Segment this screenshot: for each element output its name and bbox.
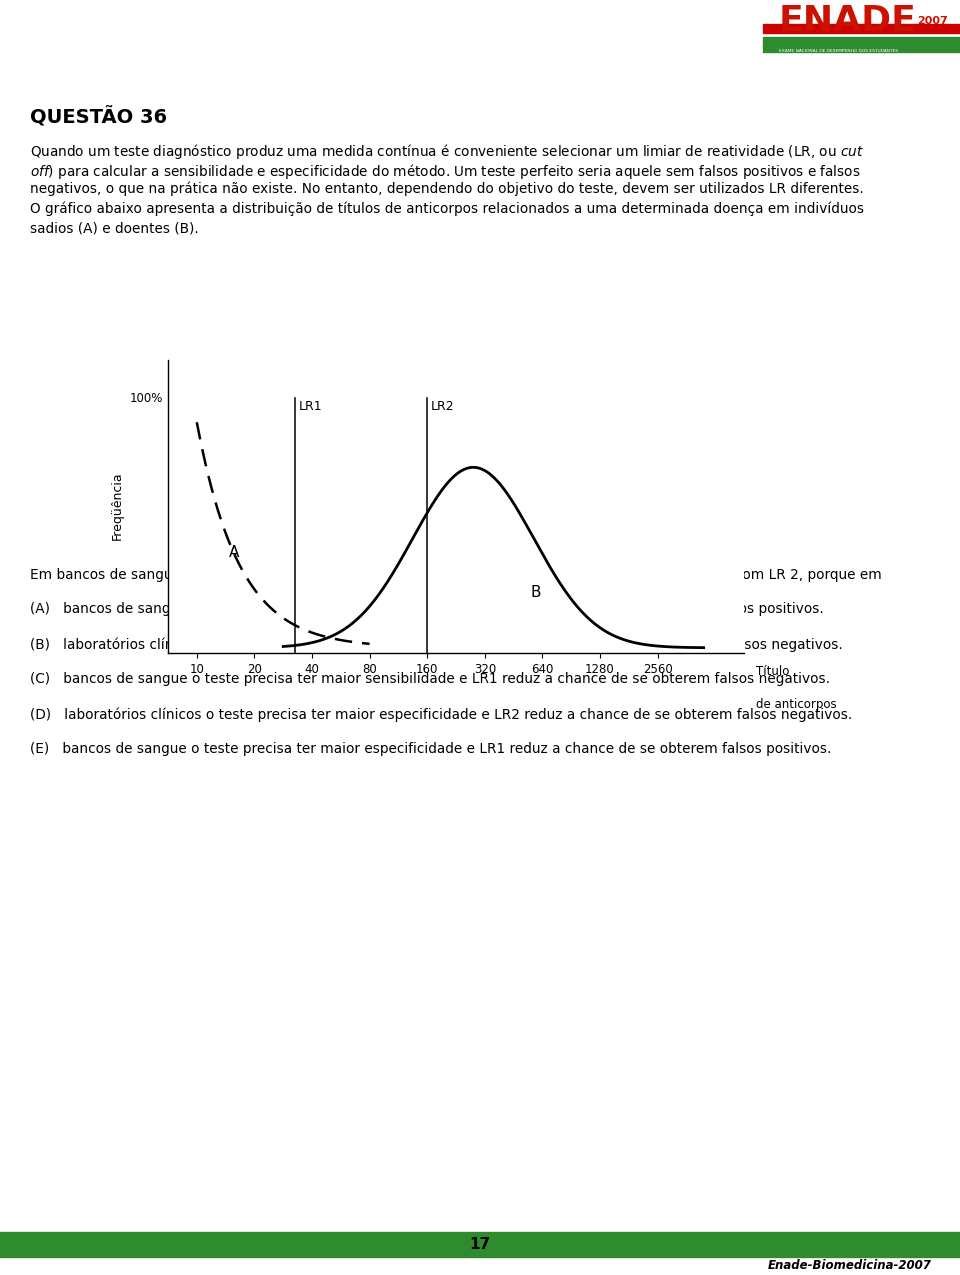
Text: QUESTÃO 36: QUESTÃO 36 <box>30 107 167 128</box>
Text: (D)   laboratórios clínicos o teste precisa ter maior especificidade e LR2 reduz: (D) laboratórios clínicos o teste precis… <box>30 708 852 722</box>
Text: 17: 17 <box>469 1237 491 1252</box>
Text: EXAME NACIONAL DE DESEMPENHO DOS ESTUDANTES: EXAME NACIONAL DE DESEMPENHO DOS ESTUDAN… <box>779 50 898 54</box>
Text: A: A <box>228 544 239 560</box>
Text: negativos, o que na prática não existe. No entanto, dependendo do objetivo do te: negativos, o que na prática não existe. … <box>30 181 864 196</box>
Bar <box>0 1232 960 1257</box>
Text: B: B <box>531 585 541 601</box>
Text: Enade-Biomedicina-2007: Enade-Biomedicina-2007 <box>767 1260 931 1272</box>
Text: Título: Título <box>756 666 789 678</box>
Text: LR2: LR2 <box>431 400 455 413</box>
Text: Quando um teste diagnóstico produz uma medida contínua é conveniente selecionar : Quando um teste diagnóstico produz uma m… <box>30 142 864 161</box>
Text: Em bancos de sangue o melhor teste é aquele que apresenta o LR 1 e em laboratóri: Em bancos de sangue o melhor teste é aqu… <box>30 567 881 581</box>
Text: O gráfico abaixo apresenta a distribuição de títulos de anticorpos relacionados : O gráfico abaixo apresenta a distribuiçã… <box>30 201 864 217</box>
Text: 2007: 2007 <box>917 17 948 27</box>
Bar <box>763 24 960 33</box>
Y-axis label: Freqüência: Freqüência <box>111 472 124 541</box>
Text: $\it{off}$) para calcular a sensibilidade e especificidade do método. Um teste p: $\it{off}$) para calcular a sensibilidad… <box>30 162 860 181</box>
Text: sadios (A) e doentes (B).: sadios (A) e doentes (B). <box>30 222 199 236</box>
Text: ENADE: ENADE <box>779 4 917 38</box>
Text: (A)   bancos de sangue o teste precisa ter maior sensibilidade e LR1 reduz a cha: (A) bancos de sangue o teste precisa ter… <box>30 602 824 616</box>
Text: (B)   laboratórios clínicos o teste precisa ter maior sensibilidade e LR2 reduz : (B) laboratórios clínicos o teste precis… <box>30 638 843 652</box>
Text: (C)   bancos de sangue o teste precisa ter maior sensibilidade e LR1 reduz a cha: (C) bancos de sangue o teste precisa ter… <box>30 672 830 686</box>
Text: (E)   bancos de sangue o teste precisa ter maior especificidade e LR1 reduz a ch: (E) bancos de sangue o teste precisa ter… <box>30 742 831 756</box>
Text: de anticorpos: de anticorpos <box>756 697 836 711</box>
Text: LR1: LR1 <box>299 400 323 413</box>
Bar <box>763 37 960 52</box>
